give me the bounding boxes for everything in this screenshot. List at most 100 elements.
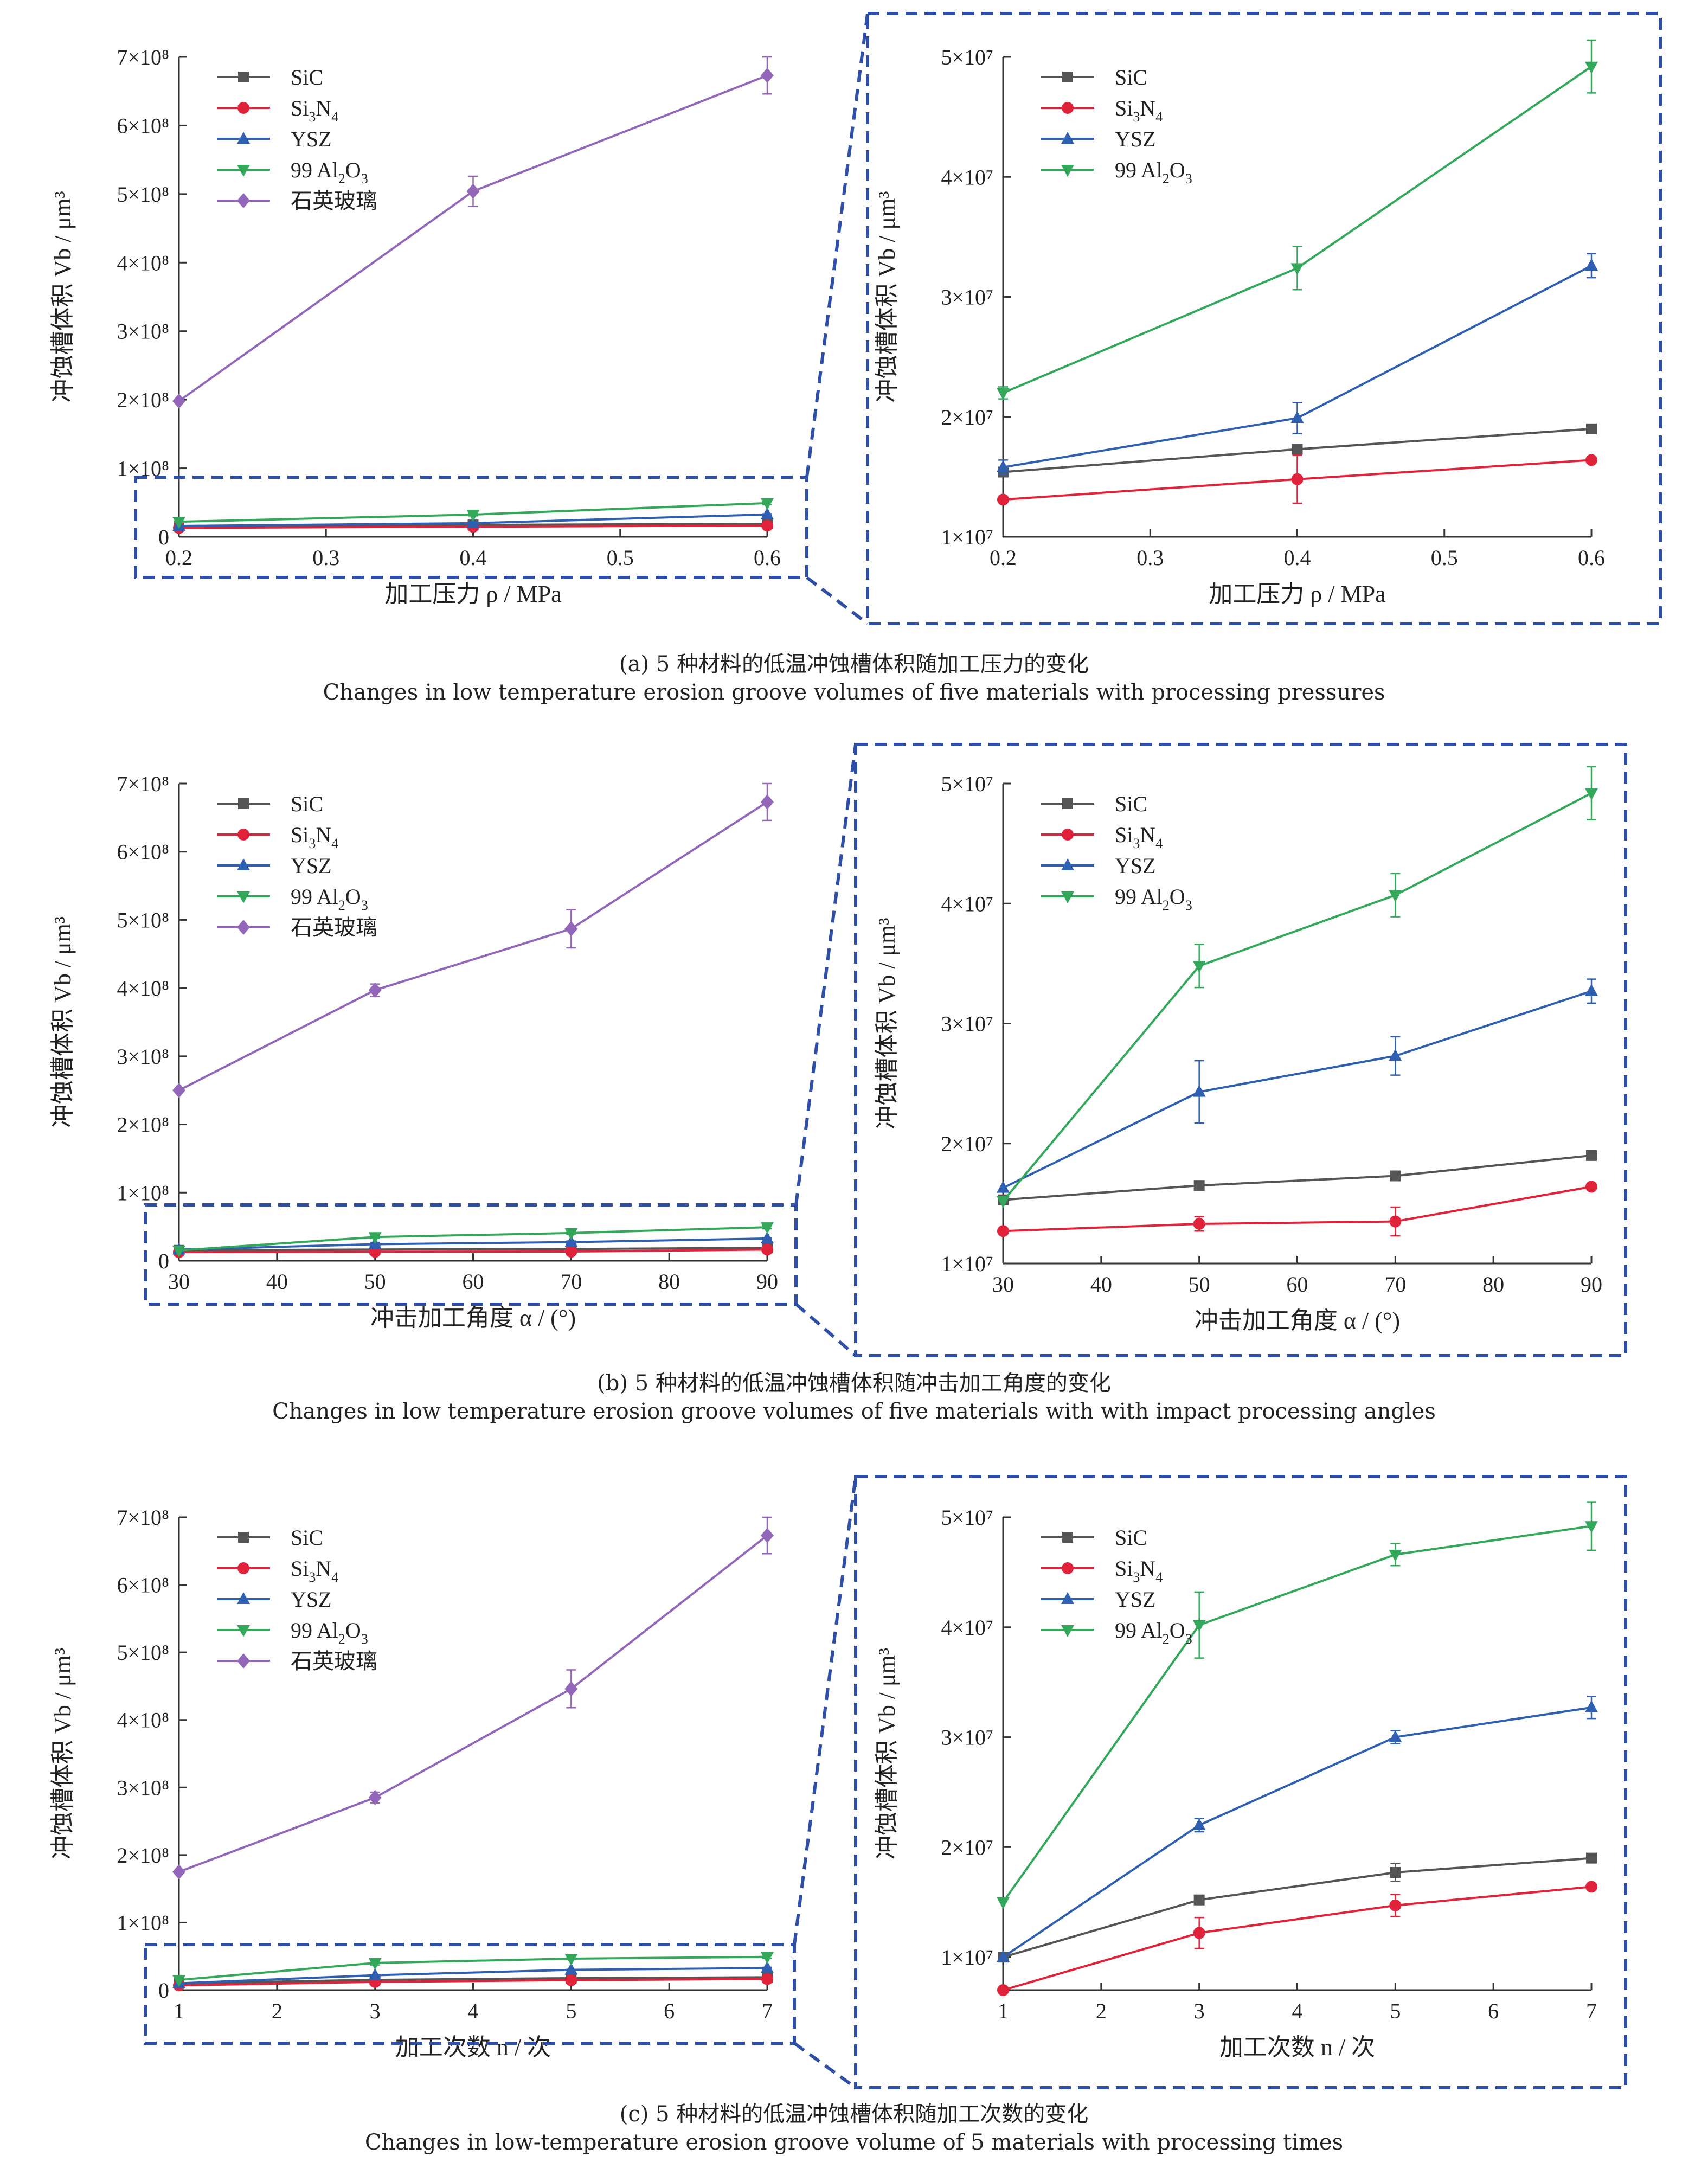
x-tick-label: 70 [1384, 1272, 1406, 1297]
series-石英玻璃 [172, 1516, 774, 1879]
data-point [761, 1952, 774, 1964]
zoom-connector-line [794, 744, 857, 1205]
x-axis-label: 加工压力 ρ / MPa [384, 581, 561, 607]
data-point [466, 510, 480, 522]
legend-marker [237, 1625, 250, 1637]
y-tick-label: 5×10⁷ [941, 772, 993, 796]
legend-label: 99 Al2O3 [291, 1618, 368, 1647]
y-tick-label: 4×10⁷ [941, 165, 993, 189]
x-tick-label: 40 [266, 1269, 288, 1294]
legend-label: SiC [291, 792, 323, 816]
series-line [1002, 792, 1592, 1202]
data-point [565, 1974, 577, 1986]
y-tick-label: 4×10⁸ [117, 976, 169, 1000]
data-point [1389, 890, 1402, 902]
x-tick-label: 90 [756, 1269, 778, 1294]
series-99-Al2O3 [172, 1222, 774, 1258]
data-point [997, 493, 1009, 506]
data-point [1292, 444, 1303, 455]
legend-label: SiC [1115, 65, 1147, 89]
legend-label: 99 Al2O3 [291, 158, 368, 187]
x-tick-label: 60 [1287, 1272, 1308, 1297]
legend-marker [237, 1562, 249, 1574]
series-YSZ [172, 1961, 774, 1988]
x-tick-label: 50 [364, 1269, 386, 1294]
data-point [1586, 1150, 1597, 1161]
data-point [1291, 473, 1304, 485]
data-point [1585, 1181, 1597, 1193]
legend-marker [1061, 1592, 1074, 1604]
series-line [1002, 1706, 1592, 1958]
y-tick-label: 2×10⁸ [117, 1113, 169, 1137]
y-tick-label: 4×10⁷ [941, 891, 993, 916]
data-point [368, 1232, 382, 1244]
chart-panel-c-zoom: 1 2 3 4 5 6 7 1×10⁷ 2×10⁷ 3×10⁷ 4×10⁷ 5×10⁷ 加工次数 n /… [874, 1501, 1598, 2061]
y-axis-label: 冲蚀槽体积 Vb / μm³ [49, 191, 76, 402]
x-tick-label: 0.6 [1578, 546, 1605, 570]
data-point [1585, 788, 1598, 800]
data-point [565, 1246, 577, 1258]
y-axis-label: 冲蚀槽体积 Vb / μm³ [49, 1648, 76, 1859]
series-line [178, 1976, 768, 1985]
y-tick-label: 4×10⁸ [117, 251, 169, 275]
legend-label: Si3N4 [291, 96, 338, 125]
legend-label: Si3N4 [1115, 96, 1163, 125]
x-tick-label: 0.5 [607, 546, 634, 570]
legend-label: 99 Al2O3 [1115, 1618, 1192, 1647]
data-point [564, 1235, 578, 1247]
legend-marker [237, 165, 250, 177]
x-tick-label: 80 [658, 1269, 680, 1294]
y-axis-label: 冲蚀槽体积 Vb / μm³ [49, 916, 76, 1128]
x-tick-label: 3 [1194, 1999, 1205, 2023]
data-point [1290, 410, 1304, 423]
data-point [466, 183, 480, 199]
data-point [1389, 1899, 1402, 1911]
legend-marker [237, 1653, 250, 1669]
zoom-connector-line [793, 1476, 857, 1945]
x-tick-label: 0.5 [1431, 546, 1458, 570]
series-line [178, 1967, 768, 1985]
y-tick-label: 7×10⁸ [117, 772, 169, 796]
legend-label: 99 Al2O3 [1115, 884, 1192, 913]
y-tick-label: 2×10⁷ [941, 1132, 993, 1156]
data-point [1192, 1085, 1206, 1097]
y-tick-label: 2×10⁷ [941, 405, 993, 429]
series-99-Al2O3 [172, 1952, 774, 1987]
series-YSZ [172, 507, 774, 531]
y-tick-label: 5×10⁷ [941, 45, 993, 69]
x-tick-label: 6 [1488, 1999, 1499, 2023]
zoom-region-box [144, 1943, 796, 2045]
legend-marker [1062, 798, 1073, 809]
series-line [178, 1237, 768, 1251]
legend-marker [237, 1592, 250, 1604]
y-tick-label: 0 [158, 525, 169, 549]
x-tick-label: 5 [1390, 1999, 1401, 2023]
legend-label: 石英玻璃 [291, 915, 377, 940]
x-tick-label: 0.3 [1136, 546, 1164, 570]
data-point [368, 982, 382, 998]
series-line [178, 1978, 768, 1987]
legend-marker [1062, 72, 1073, 82]
x-tick-label: 4 [1292, 1999, 1303, 2023]
legend-label: YSZ [291, 1587, 332, 1612]
y-tick-label: 3×10⁷ [941, 1725, 993, 1750]
caption-a-cn: (a) 5 种材料的低温冲蚀槽体积随加工压力的变化 [619, 652, 1089, 677]
series-99-Al2O3 [997, 766, 1598, 1208]
caption-c-cn: (c) 5 种材料的低温冲蚀槽体积随加工次数的变化 [619, 2102, 1089, 2127]
caption-b-en: Changes in low temperature erosion groov… [272, 1399, 1436, 1424]
data-point [1586, 423, 1597, 434]
data-point [1290, 263, 1304, 275]
zoom-panel-border [854, 743, 1627, 1357]
x-tick-label: 1 [998, 1999, 1009, 2023]
y-tick-label: 4×10⁷ [941, 1615, 993, 1640]
data-point [1192, 1620, 1206, 1632]
data-point [368, 1958, 382, 1970]
series-line [178, 74, 768, 402]
legend-marker [237, 102, 249, 114]
x-axis-label: 加工次数 n / 次 [1219, 2034, 1375, 2061]
